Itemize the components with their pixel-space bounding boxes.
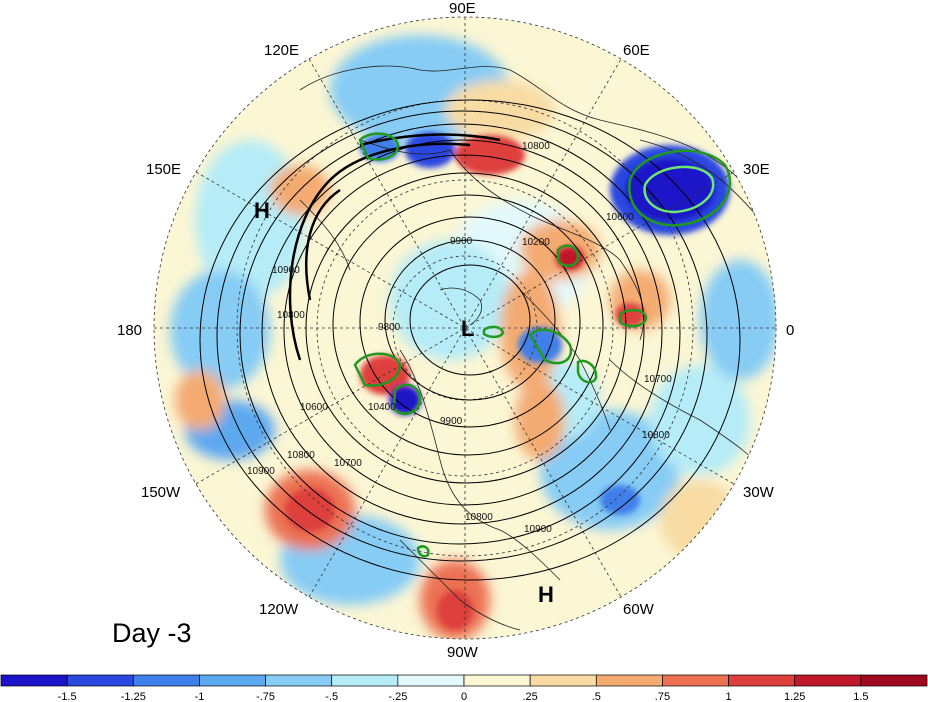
longitude-labels: 90E 60E 30E 0 30W 60W 90W 120W 150W 180 … [117, 0, 794, 661]
colorbar-box [463, 674, 531, 687]
colorbar-box [595, 674, 663, 687]
low-pole-label: L [461, 316, 474, 341]
high-pacific-label: H [254, 198, 270, 223]
colorbar-tick-label: -1.25 [121, 691, 146, 702]
colorbar-box [66, 674, 134, 687]
contour-label: 10200 [522, 237, 550, 248]
lon-label-120e: 120E [264, 42, 299, 59]
contour-label: 10800 [465, 512, 493, 523]
lon-label-120w: 120W [259, 601, 299, 618]
colorbar-tick-label: -.25 [388, 691, 407, 702]
contour-label: 10800 [522, 141, 550, 152]
colorbar-tick-label: 1.5 [853, 691, 868, 702]
significance-contours [353, 132, 732, 558]
lon-label-60e: 60E [623, 42, 650, 59]
day-label: Day -3 [112, 618, 192, 648]
colorbar: -1.5 -1.25 -1 -.75 -.5 -.25 0 .25 .5 .75 1 1.25 1.5 [0, 674, 928, 702]
pressure-systems: H L H [254, 198, 554, 607]
colorbar-tick-label: 1 [726, 691, 732, 702]
contour-label: 10700 [644, 374, 672, 385]
contour-label: 10400 [368, 402, 396, 413]
colorbar-box [860, 674, 928, 687]
colorbar-box [331, 674, 399, 687]
lon-label-150e: 150E [146, 161, 181, 178]
colorbar-tick-label: .25 [522, 691, 537, 702]
graticule [154, 17, 776, 639]
colorbar-tick-label: -1.5 [58, 691, 77, 702]
colorbar-box [265, 674, 333, 687]
lon-label-30e: 30E [743, 161, 770, 178]
contour-label: 10800 [642, 430, 670, 441]
coastlines [299, 65, 771, 631]
lon-label-180: 180 [117, 322, 142, 339]
contour-label: 10800 [287, 450, 315, 461]
lon-label-0: 0 [786, 322, 794, 339]
contour-label: 9900 [440, 416, 463, 427]
colorbar-tick-label: .5 [592, 691, 601, 702]
contour-label: 10800 [277, 310, 305, 321]
colorbar-box [529, 674, 597, 687]
contour-label: 10600 [606, 212, 634, 223]
contour-label: 10900 [272, 265, 300, 276]
contour-label: 10600 [300, 402, 328, 413]
colorbar-box [397, 674, 465, 687]
colorbar-box [728, 674, 796, 687]
colorbar-tick-label: -1 [195, 691, 205, 702]
colorbar-box [0, 674, 68, 687]
colorbar-tick-label: -.5 [325, 691, 338, 702]
contour-label: 10700 [334, 458, 362, 469]
contour-label: 10900 [247, 466, 275, 477]
lon-label-90w: 90W [447, 644, 479, 661]
contour-labels: 10800 9900 10200 10600 10900 10800 10600… [247, 141, 672, 535]
colorbar-box [662, 674, 729, 687]
colorbar-box [132, 674, 200, 687]
lon-label-150w: 150W [141, 484, 181, 501]
colorbar-box [794, 674, 862, 687]
contour-label: 9800 [378, 322, 401, 333]
colorbar-tick-label: .75 [655, 691, 670, 702]
lon-label-60w: 60W [623, 601, 655, 618]
polar-stereographic-map: 10800 9900 10200 10600 10900 10800 10600… [117, 0, 794, 661]
lon-label-30w: 30W [743, 484, 775, 501]
high-atlantic-label: H [538, 582, 554, 607]
height-contours [199, 99, 741, 581]
colorbar-tick-label: 1.25 [784, 691, 805, 702]
colorbar-tick-label: 0 [461, 691, 467, 702]
colorbar-box [199, 674, 266, 687]
lon-label-90e: 90E [449, 0, 476, 17]
contour-label: 10900 [524, 524, 552, 535]
colorbar-tick-label: -.75 [256, 691, 275, 702]
contour-label: 9900 [450, 236, 473, 247]
map-boundary [153, 16, 777, 640]
